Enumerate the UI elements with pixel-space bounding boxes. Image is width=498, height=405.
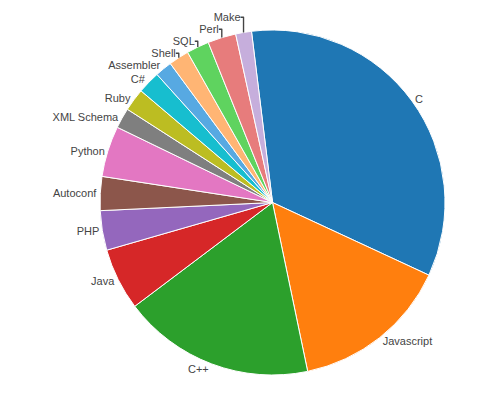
svg-text:Perl: Perl — [199, 23, 219, 35]
svg-text:XML Schema: XML Schema — [53, 111, 120, 123]
svg-text:Make: Make — [214, 11, 241, 23]
svg-text:PHP: PHP — [77, 225, 100, 237]
svg-text:Ruby: Ruby — [105, 92, 131, 104]
svg-text:Javascript: Javascript — [383, 335, 433, 347]
svg-text:Java: Java — [91, 275, 115, 287]
svg-text:Autoconf: Autoconf — [53, 187, 97, 199]
svg-text:C: C — [415, 93, 423, 105]
svg-text:Python: Python — [71, 145, 105, 157]
svg-text:C#: C# — [131, 73, 146, 85]
svg-text:Assembler: Assembler — [108, 59, 160, 71]
svg-text:C++: C++ — [188, 363, 209, 375]
svg-text:Shell: Shell — [151, 47, 175, 59]
svg-text:SQL: SQL — [173, 35, 195, 47]
